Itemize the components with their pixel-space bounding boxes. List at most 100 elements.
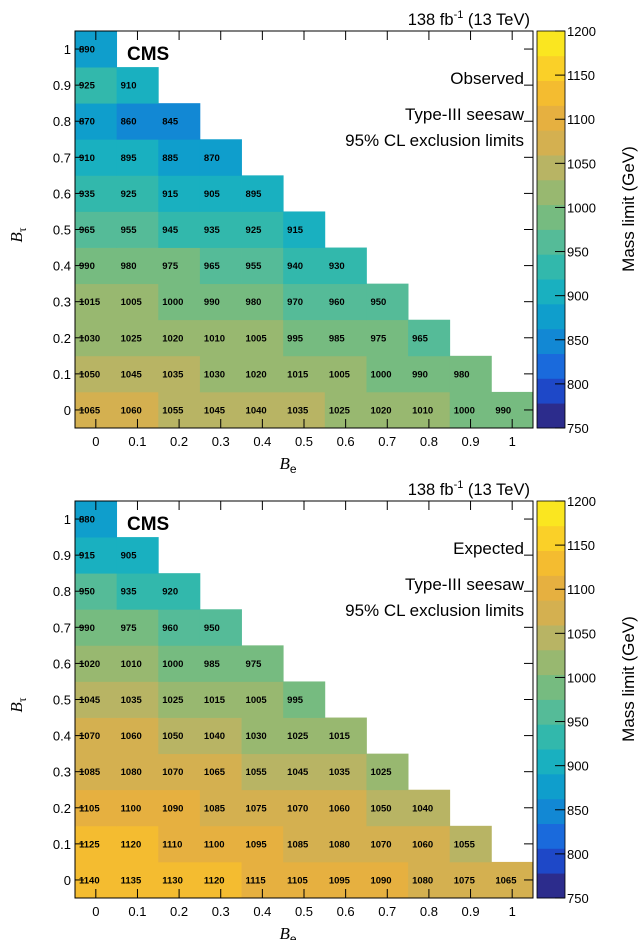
cell-value-label: 1015 (329, 731, 351, 742)
limit-description: 95% CL exclusion limits (345, 131, 524, 150)
colorbar-title-group: Mass limit (GeV) (619, 146, 638, 272)
colorbar-segment (537, 848, 565, 874)
x-tick-label: 0.3 (212, 904, 230, 919)
cell-value-label: 975 (246, 659, 263, 670)
cell-value-label: 980 (246, 297, 262, 308)
y-tick-label: 0 (64, 403, 71, 418)
colorbar-tick-label: 950 (567, 245, 589, 260)
cell-value-label: 1035 (329, 767, 351, 778)
colorbar-tick-label: 1100 (567, 112, 595, 127)
cell-value-label: 1045 (287, 767, 309, 778)
cell-value-label: 1065 (79, 405, 101, 416)
y-axis-title-main: B (7, 232, 26, 243)
x-axis-title-main: B (279, 454, 290, 473)
cell-value-label: 915 (79, 551, 96, 562)
cell-value-label: 870 (204, 153, 220, 164)
heatmap-cell (283, 753, 326, 791)
heatmap-cell (158, 573, 201, 610)
heatmap-cell (241, 247, 284, 285)
cell-value-label: 1055 (246, 767, 268, 778)
cell-value-label: 1085 (79, 767, 101, 778)
cell-value-label: 1015 (79, 297, 101, 308)
cell-value-label: 1105 (287, 875, 308, 886)
cell-value-label: 950 (79, 587, 95, 598)
cell-value-label: 1095 (329, 875, 351, 886)
cell-value-label: 975 (370, 333, 387, 344)
colorbar-segment (537, 798, 565, 824)
x-tick-label: 0.9 (462, 904, 480, 919)
heatmap-cell (241, 681, 284, 718)
luminosity-header: 138 fb-1 (13 TeV) (408, 9, 530, 29)
cell-value-label: 1000 (162, 297, 183, 308)
cell-value-label: 1025 (329, 405, 351, 416)
colorbar-segment (537, 773, 565, 800)
heatmap-cell (199, 753, 242, 791)
colorbar-segment (537, 550, 565, 576)
cell-value-label: 1080 (329, 839, 350, 850)
x-axis-title: Be (279, 454, 296, 476)
heatmap-cell (199, 825, 242, 863)
colorbar-segment (537, 525, 565, 552)
x-tick-label: 0.4 (253, 434, 271, 449)
heatmap-cell (366, 789, 409, 827)
colorbar-tick-label: 950 (567, 715, 589, 730)
cell-value-label: 1060 (121, 731, 142, 742)
x-tick-label: 0.5 (295, 434, 313, 449)
cell-value-label: 1025 (121, 333, 143, 344)
cell-value-label: 1130 (162, 875, 183, 886)
x-axis-title-main: B (279, 924, 290, 940)
x-tick-label: 0.9 (462, 434, 480, 449)
heatmap-cell (241, 355, 284, 393)
x-tick-label: 0.4 (253, 904, 271, 919)
x-tick-label: 0.8 (420, 904, 438, 919)
cell-value-label: 1010 (412, 405, 433, 416)
cell-value-label: 1045 (121, 369, 143, 380)
cell-value-label: 1085 (204, 803, 226, 814)
heatmap-cell (116, 355, 159, 393)
cell-value-label: 980 (454, 369, 470, 380)
heatmap-cell (158, 355, 201, 393)
cell-value-label: 1090 (370, 875, 391, 886)
y-axis-title-sub: τ (15, 697, 29, 702)
cell-value-label: 930 (329, 261, 345, 272)
cell-value-label: 905 (204, 189, 221, 200)
x-axis-title-sub: e (290, 462, 297, 476)
cell-value-label: 1020 (246, 369, 267, 380)
heatmap-cell (199, 645, 242, 682)
cms-logo-label: CMS (127, 514, 169, 535)
colorbar-segment (537, 105, 565, 131)
colorbar-tick-label: 1150 (567, 68, 595, 83)
heatmap-cell (199, 319, 242, 357)
x-tick-label: 0.7 (378, 434, 396, 449)
cell-value-label: 1035 (162, 369, 184, 380)
cell-value-label: 1005 (329, 369, 351, 380)
colorbar-tick-label: 750 (567, 891, 589, 906)
colorbar-title: Mass limit (GeV) (619, 616, 638, 742)
heatmap-cell (158, 103, 201, 140)
heatmap-cell (324, 825, 367, 863)
colorbar-tick-label: 900 (567, 759, 589, 774)
heatmap-cell (158, 717, 201, 755)
cell-value-label: 1085 (287, 839, 309, 850)
cell-value-label: 1010 (121, 659, 142, 670)
x-tick-label: 0 (92, 434, 99, 449)
cell-value-label: 1070 (370, 839, 391, 850)
heatmap-cell (116, 717, 159, 755)
cell-value-label: 955 (246, 261, 263, 272)
heatmap-cell (241, 283, 284, 321)
cell-value-label: 1030 (204, 369, 225, 380)
cell-value-label: 1015 (204, 695, 226, 706)
cell-value-label: 990 (79, 261, 95, 272)
heatmap-cell (241, 825, 284, 863)
heatmap-cell (324, 717, 367, 755)
heatmap-cell (324, 789, 367, 827)
heatmap-cell (158, 609, 201, 646)
colorbar-segment (537, 625, 565, 651)
cell-value-label: 890 (79, 45, 95, 56)
cell-value-label: 1045 (79, 695, 101, 706)
heatmap-cell (199, 139, 242, 176)
cell-value-label: 1140 (79, 875, 100, 886)
cell-value-label: 935 (204, 225, 221, 236)
cell-value-label: 1050 (370, 803, 391, 814)
colorbar-segment (537, 179, 565, 206)
